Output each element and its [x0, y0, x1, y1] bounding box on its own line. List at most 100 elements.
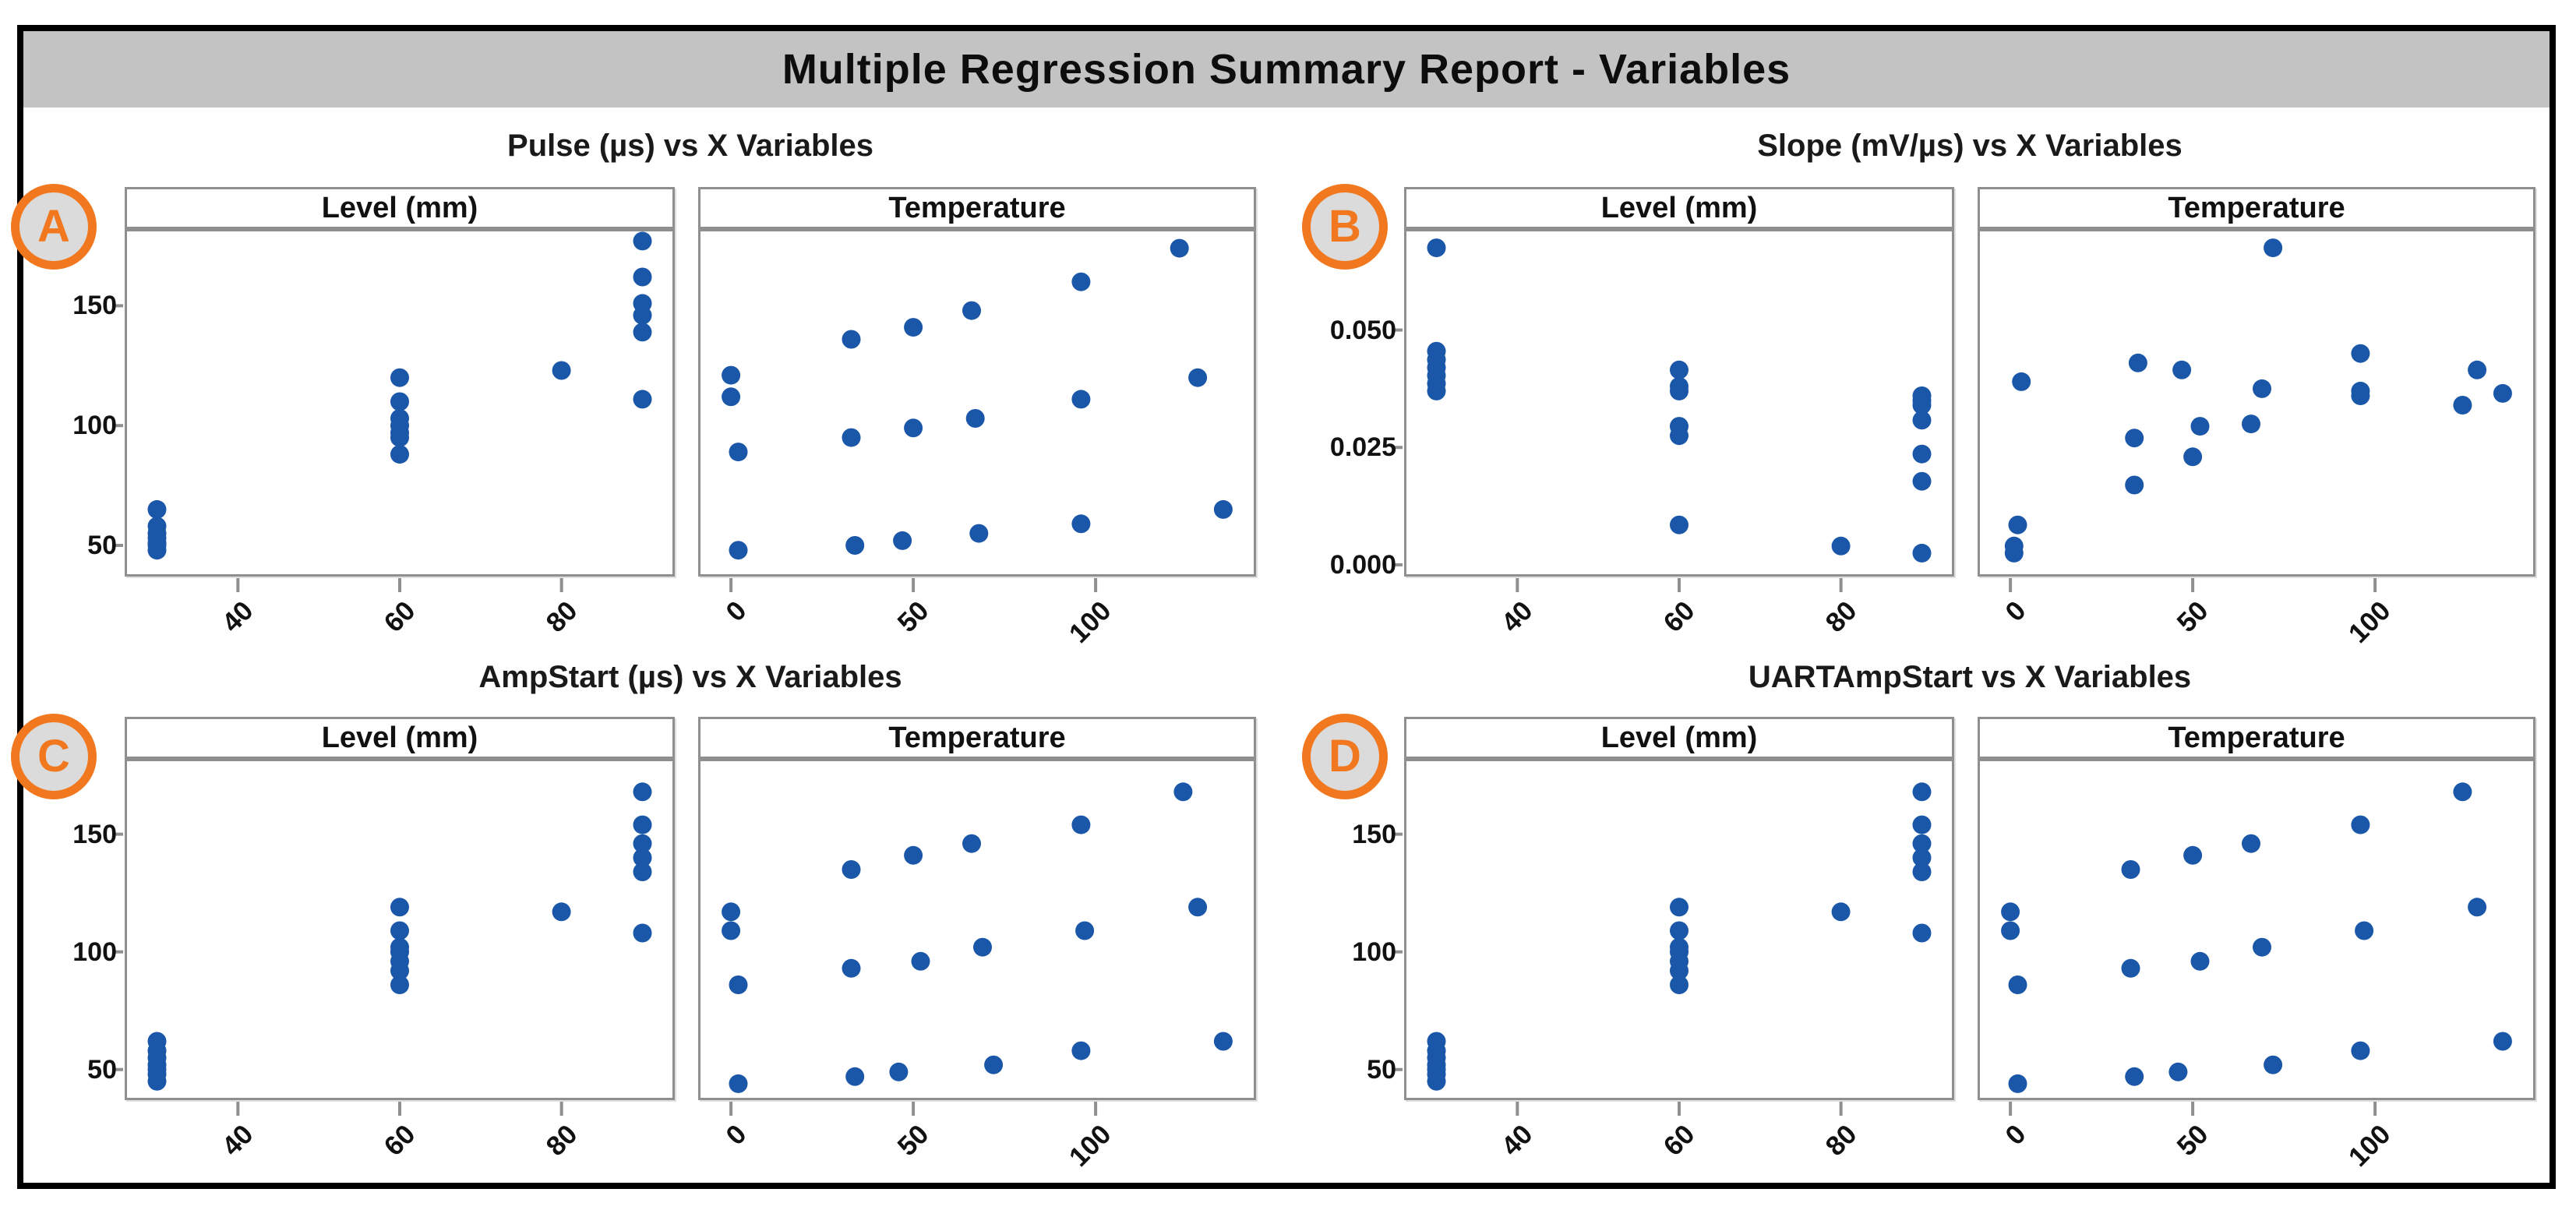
y-tick-label: 50 [87, 531, 117, 560]
y-tick-label: 100 [72, 411, 117, 441]
data-point [1075, 921, 1095, 940]
data-point [2125, 429, 2144, 448]
data-point [390, 368, 409, 387]
plot-canvas-a-temperature [722, 238, 1233, 592]
data-point [889, 1062, 909, 1081]
data-point [1173, 782, 1193, 802]
data-point [842, 330, 861, 349]
data-point [1670, 381, 1689, 400]
data-point [729, 975, 748, 994]
data-point [633, 267, 652, 287]
data-point [842, 860, 861, 879]
data-point [390, 898, 409, 917]
data-point [1831, 902, 1851, 922]
data-point [633, 231, 652, 251]
report-title: Multiple Regression Summary Report - Var… [782, 46, 1791, 93]
data-point [390, 921, 409, 940]
data-point [969, 524, 989, 543]
plot-canvas-c-level [112, 782, 652, 1116]
data-point [633, 323, 652, 342]
data-point [1188, 368, 1208, 387]
data-point [633, 834, 652, 853]
data-point [729, 1074, 748, 1093]
y-tick-label: 50 [1367, 1054, 1396, 1085]
y-tick-label: 0.050 [1329, 315, 1396, 345]
data-point [1912, 834, 1932, 853]
data-point [2242, 415, 2260, 434]
data-point [2468, 360, 2487, 379]
data-point [1912, 863, 1932, 881]
data-point [729, 541, 748, 560]
subplot-header-level: Level (mm) [1404, 187, 1954, 229]
data-point [2253, 379, 2271, 398]
report-title-bar: Multiple Regression Summary Report - Var… [23, 31, 2550, 108]
data-point [911, 951, 930, 971]
data-point [390, 445, 409, 464]
data-point [2121, 860, 2140, 879]
data-point [2008, 1074, 2027, 1093]
data-point [1670, 921, 1689, 940]
panel-badge-b: B [1302, 184, 1388, 270]
data-point [1912, 471, 1932, 491]
scatter-plot-b-temperature [1978, 229, 2535, 577]
panel-badge-letter: B [1329, 201, 1361, 252]
panel-title-b: Slope (mV/µs) vs X Variables [1757, 129, 2183, 163]
data-point [722, 921, 741, 940]
data-point [1670, 961, 1689, 980]
data-point [2355, 921, 2374, 940]
data-point [633, 848, 652, 867]
subplot-header-level: Level (mm) [1404, 717, 1954, 759]
y-tick-label: 0.025 [1329, 432, 1396, 463]
data-point [1071, 272, 1091, 291]
data-point [633, 782, 652, 802]
plot-canvas-a-level [112, 231, 652, 592]
panel-badge-c: C [11, 714, 97, 799]
data-point [2190, 951, 2210, 971]
y-tick-label: 150 [72, 819, 117, 849]
data-point [633, 305, 652, 325]
y-tick-label: 150 [1352, 819, 1396, 849]
data-point [390, 961, 409, 980]
data-point [2125, 1067, 2144, 1086]
y-tick-label: 150 [72, 291, 117, 321]
plot-canvas-b-temperature [2004, 238, 2512, 592]
data-point [1188, 898, 1208, 917]
data-point [2453, 396, 2472, 415]
data-point [2493, 383, 2512, 403]
data-point [2468, 898, 2487, 917]
panel-title-c: AmpStart (µs) vs X Variables [478, 660, 902, 694]
data-point [2168, 1062, 2188, 1081]
data-point [904, 418, 923, 438]
panel-title-d: UARTAmpStart vs X Variables [1748, 660, 2192, 694]
data-point [2264, 1055, 2283, 1074]
data-point [2001, 902, 2020, 922]
data-point [633, 923, 652, 943]
data-point [729, 443, 748, 462]
plot-canvas-d-level [1392, 782, 1932, 1116]
panel-badge-letter: D [1329, 731, 1361, 781]
panel-badge-a: A [11, 184, 97, 270]
data-point [2008, 975, 2027, 994]
data-point [1670, 975, 1689, 994]
data-point [1912, 444, 1932, 464]
data-point [2121, 958, 2140, 978]
data-point [1912, 411, 1932, 430]
data-point [1670, 515, 1689, 534]
panel-badge-d: D [1302, 714, 1388, 799]
data-point [633, 815, 652, 834]
data-point [1912, 396, 1932, 415]
data-point [1427, 238, 1446, 258]
subplot-header-temperature: Temperature [698, 187, 1256, 229]
data-point [973, 937, 992, 957]
data-point [2351, 344, 2370, 363]
data-point [1213, 1032, 1233, 1051]
data-point [2125, 475, 2144, 495]
data-point [1912, 543, 1932, 563]
data-point [722, 387, 741, 407]
data-point [2493, 1032, 2512, 1051]
data-point [722, 365, 741, 385]
plot-canvas-c-temperature [722, 782, 1233, 1116]
data-point [1071, 390, 1091, 409]
panel-title-a: Pulse (µs) vs X Variables [507, 129, 873, 163]
